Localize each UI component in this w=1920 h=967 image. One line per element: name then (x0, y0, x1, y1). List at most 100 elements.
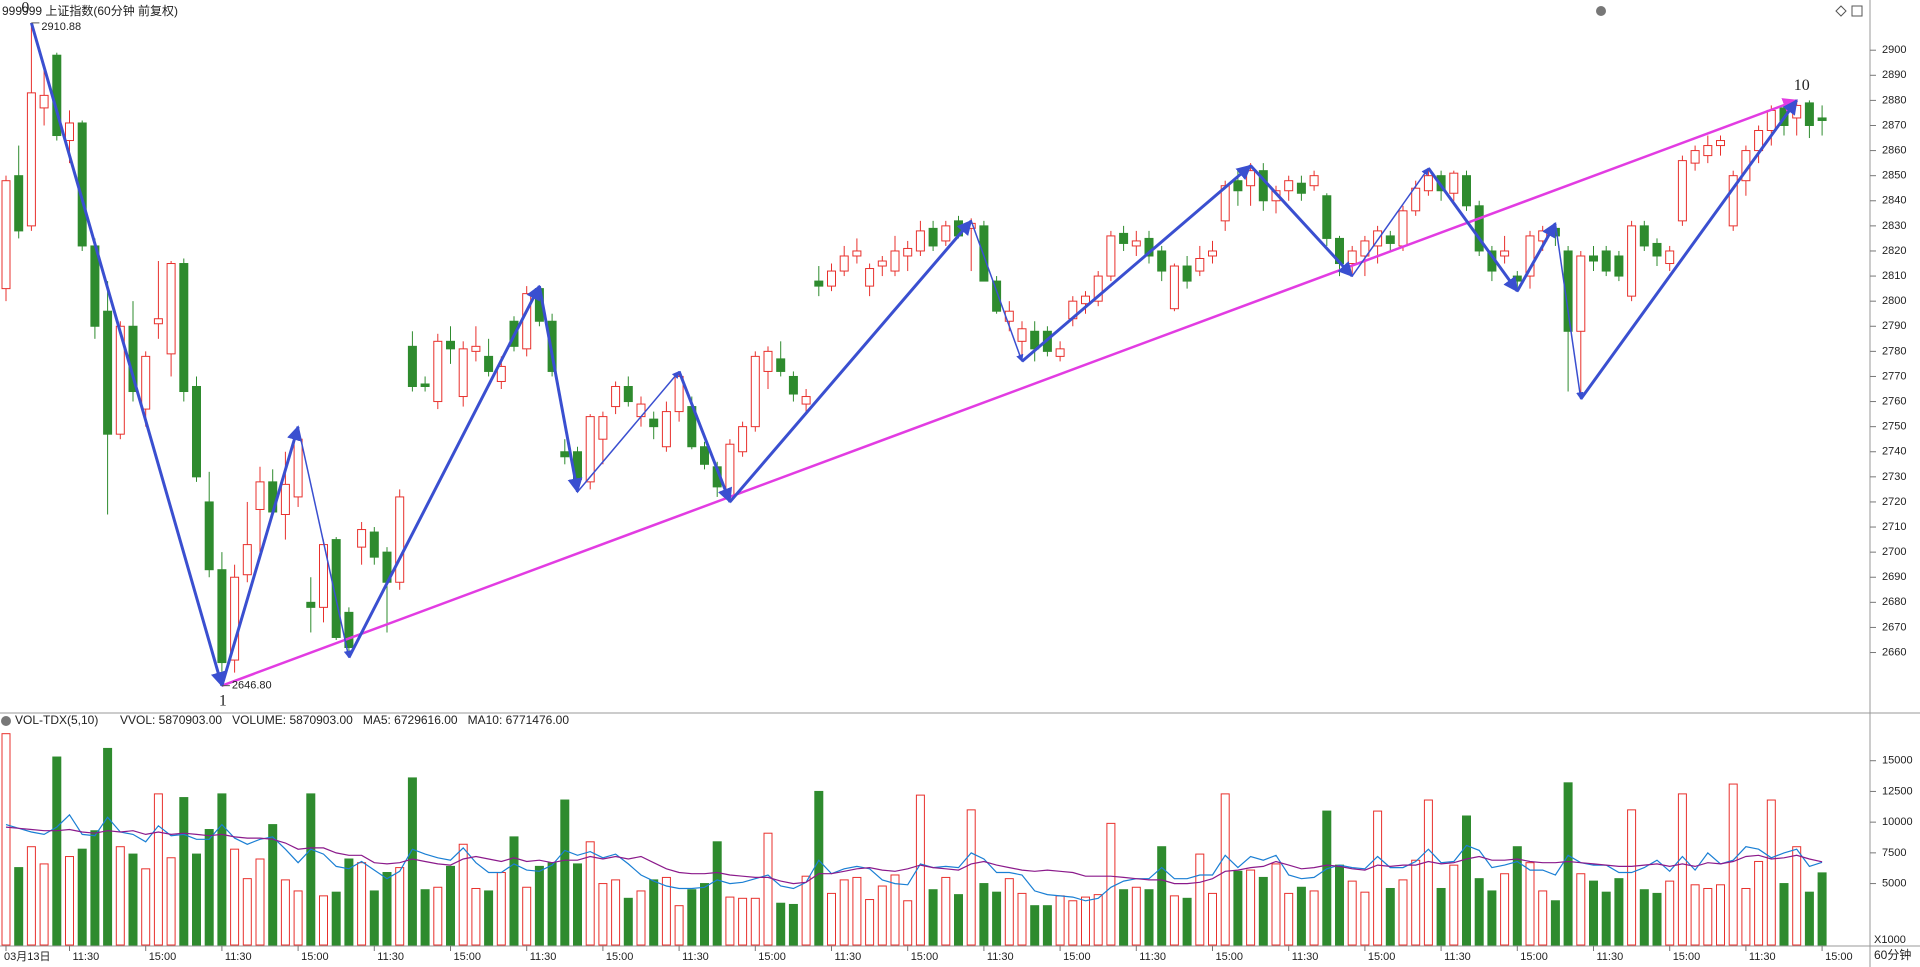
candle-body (192, 385, 201, 478)
candle-body (1055, 348, 1065, 357)
y-tick-label: 2900 (1882, 44, 1906, 56)
zigzag-segment (1579, 99, 1798, 400)
volume-bar (1614, 878, 1624, 946)
volume-bar (1639, 889, 1649, 946)
candle-body (433, 340, 443, 403)
candle-body (1652, 242, 1662, 257)
volume-bar (1246, 869, 1256, 946)
candle-body (1817, 117, 1827, 121)
volume-bar (230, 848, 240, 946)
candle-body (1792, 104, 1802, 119)
volume-bar (306, 793, 316, 946)
candle-body (458, 348, 468, 398)
diamond-icon[interactable] (1835, 5, 1847, 17)
volume-bar (1017, 892, 1027, 946)
candle-body (1296, 182, 1306, 194)
panel-icon[interactable] (1851, 5, 1863, 17)
volume-bar (420, 889, 430, 946)
y-tick-label: 2700 (1882, 546, 1906, 558)
candle-body (1144, 237, 1154, 257)
volume-bar (738, 897, 748, 946)
y-tick-label: 10000 (1882, 816, 1913, 828)
volume-bar (712, 841, 722, 946)
volume-bar (1550, 900, 1560, 946)
volume-bar (852, 876, 862, 946)
candle-body (1208, 250, 1217, 257)
candle-body (890, 250, 900, 272)
volume-bar (192, 853, 201, 946)
volume-bar (1004, 878, 1014, 946)
candle-body (115, 325, 125, 435)
volume-bar (1563, 782, 1573, 946)
x-tick-label: 11:30 (987, 951, 1014, 963)
candle-body (1373, 230, 1383, 247)
dropdown-icon[interactable] (1, 716, 11, 726)
volume-bar (407, 777, 417, 946)
volume-bar (1271, 863, 1281, 946)
volume-bar (725, 896, 735, 946)
dropdown-icon[interactable] (1596, 6, 1606, 16)
candle-body (1322, 195, 1332, 239)
volume-bar (928, 889, 938, 946)
volume-bar (788, 903, 798, 946)
candle-body (1601, 250, 1611, 272)
volume-bar (598, 883, 608, 946)
volume-bar (242, 878, 252, 946)
volume-bar (1182, 897, 1192, 946)
volume-bar (750, 897, 760, 946)
volume-bar (611, 879, 621, 946)
y-tick-label: 2720 (1882, 496, 1906, 508)
candle-body (242, 544, 252, 576)
candle-body (1716, 140, 1725, 147)
candle-body (1, 180, 11, 290)
candle-body (1411, 187, 1421, 212)
candle-body (1563, 250, 1573, 332)
candle-body (153, 318, 163, 325)
candle-body (1233, 180, 1243, 192)
volume-bar (115, 846, 125, 946)
candle-body (1449, 172, 1459, 194)
x-tick-label: 11:30 (1749, 951, 1776, 963)
volume-bar (522, 886, 532, 946)
candle-body (39, 94, 49, 109)
x-tick-label: 15:00 (1825, 951, 1853, 963)
volume-bar (1322, 810, 1332, 946)
x-tick-label: 11:30 (377, 951, 404, 963)
zigzag-segment (1515, 222, 1557, 292)
volume-bar (1398, 879, 1408, 946)
volume-bar (1233, 870, 1243, 946)
volume-bar (1411, 859, 1421, 946)
volume-bar (268, 824, 278, 946)
volume-bar (319, 895, 328, 946)
y-tick-label: 2660 (1882, 646, 1906, 658)
candle-body (1804, 102, 1814, 126)
volume-bar (382, 872, 392, 946)
y-tick-label: 12500 (1882, 785, 1913, 797)
candle-body (306, 601, 316, 608)
candle-body (1309, 175, 1319, 187)
candle-body (14, 175, 24, 232)
candle-body (1512, 275, 1522, 282)
candle-body (255, 481, 265, 510)
x-tick-label: 15:00 (911, 951, 939, 963)
candle-body (1589, 255, 1598, 262)
candle-body (446, 340, 455, 350)
x-tick-label: 15:00 (758, 951, 786, 963)
y-tick-label: 2680 (1882, 596, 1906, 608)
candle-body (763, 350, 773, 372)
volume-bar (1347, 880, 1357, 946)
y-tick-label: 2670 (1882, 621, 1906, 633)
candle-body (636, 403, 646, 418)
x-tick-label: 15:00 (1673, 951, 1701, 963)
volume-bar (1195, 853, 1205, 946)
y-tick-label: 2880 (1882, 94, 1906, 106)
candle-body (344, 611, 354, 649)
x-tick-label: 11:30 (530, 951, 557, 963)
x-tick-label: 11:30 (1444, 951, 1471, 963)
volume-bar (1258, 876, 1268, 946)
volume-bar (1525, 862, 1535, 946)
candle-body (26, 92, 36, 227)
x-tick-label: 15:00 (1216, 951, 1244, 963)
volume-bar (128, 853, 138, 946)
